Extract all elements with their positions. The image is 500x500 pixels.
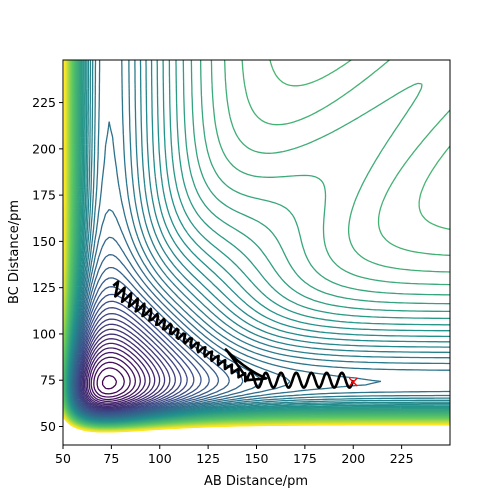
contour-level <box>82 333 161 408</box>
contour-level <box>70 60 450 420</box>
y-tick-label: 200 <box>32 141 56 156</box>
end-cross-mark <box>348 377 358 387</box>
contour-level <box>66 60 450 424</box>
y-tick-label: 150 <box>32 234 56 249</box>
y-tick-label: 125 <box>32 280 56 295</box>
contour-level <box>68 60 450 421</box>
x-tick-label: 150 <box>245 451 269 466</box>
contour-level <box>81 328 166 409</box>
contour-level <box>86 347 146 404</box>
y-tick-label: 225 <box>32 95 56 110</box>
trajectory-line <box>112 280 355 389</box>
contour-level <box>63 60 450 427</box>
y-axis-label: BC Distance/pm <box>7 200 22 304</box>
contour-lines <box>63 60 450 433</box>
y-tick-label: 50 <box>40 419 56 434</box>
end-marker <box>348 377 358 387</box>
x-axis-ticks: 50 75 100 125 150 175 200 225 <box>55 445 414 466</box>
contour-level <box>101 374 118 390</box>
contour-level <box>93 361 131 398</box>
contour-level <box>76 300 195 414</box>
contour-level <box>88 351 142 402</box>
x-axis-label: AB Distance/pm <box>204 474 308 489</box>
y-tick-label: 100 <box>32 326 56 341</box>
y-axis-ticks: 50 75 100 125 150 175 200 225 <box>32 95 63 434</box>
contour-level <box>85 342 151 406</box>
contour-level <box>96 367 125 395</box>
y-tick-label: 175 <box>32 188 56 203</box>
x-tick-label: 175 <box>293 451 317 466</box>
contour-level <box>78 312 182 412</box>
contour-level <box>79 318 176 411</box>
x-tick-label: 75 <box>103 451 119 466</box>
contour-level <box>83 338 156 407</box>
x-tick-label: 50 <box>55 451 71 466</box>
contour-level <box>80 323 171 410</box>
contour-level <box>75 293 202 415</box>
y-tick-label: 75 <box>40 373 56 388</box>
x-tick-label: 225 <box>390 451 414 466</box>
x-tick-label: 125 <box>196 451 220 466</box>
x-tick-label: 200 <box>341 451 365 466</box>
trajectory <box>112 280 355 389</box>
contour-level <box>77 307 188 413</box>
contour-level <box>90 356 137 401</box>
contour-level <box>75 286 210 415</box>
x-tick-label: 100 <box>148 451 172 466</box>
